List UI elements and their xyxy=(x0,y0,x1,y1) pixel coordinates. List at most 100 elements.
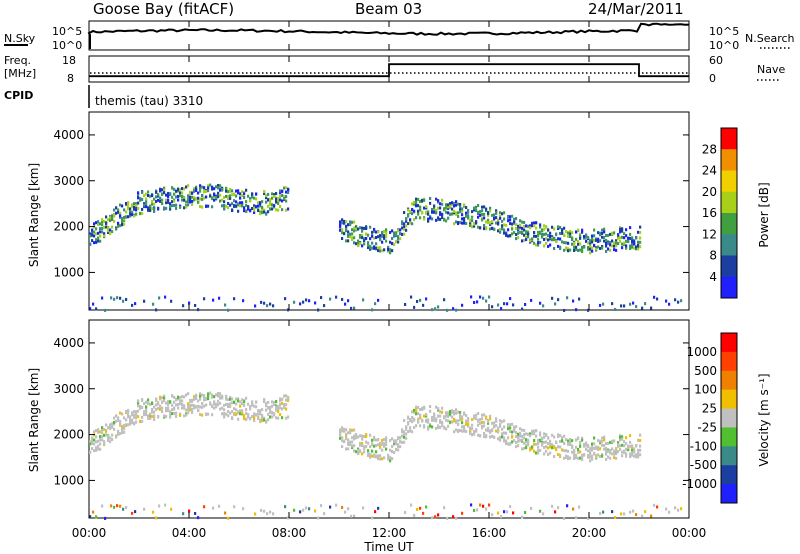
velocity-cell xyxy=(187,402,190,406)
velocity-cell xyxy=(383,438,386,442)
power-cell xyxy=(235,189,238,193)
power-cell xyxy=(103,220,106,224)
velocity-cell xyxy=(141,415,144,419)
power-cell xyxy=(557,244,560,248)
velocity-cell xyxy=(447,414,450,418)
velocity-cell xyxy=(445,414,448,418)
power-cell xyxy=(499,211,502,215)
power-cell xyxy=(137,193,140,197)
power-cell xyxy=(447,206,450,210)
velocity-cell xyxy=(525,432,528,436)
velocity-cell xyxy=(481,424,484,428)
power-cell xyxy=(293,300,296,304)
power-cell xyxy=(471,225,474,229)
velocity-cell xyxy=(527,432,530,436)
power-cell xyxy=(195,188,198,192)
power-cell xyxy=(341,297,344,301)
velocity-cell xyxy=(421,419,424,423)
power-cell xyxy=(223,200,226,204)
power-cell xyxy=(541,235,544,239)
power-cell xyxy=(263,210,266,214)
power-cell xyxy=(267,204,270,208)
power-cell xyxy=(99,239,102,243)
power-cell xyxy=(483,212,486,216)
velocity-cell xyxy=(183,395,186,399)
power-cell xyxy=(545,237,548,241)
power-cell xyxy=(587,308,590,312)
velocity-cell xyxy=(227,414,230,418)
velocity-cell xyxy=(227,516,230,520)
power-cell xyxy=(217,183,220,187)
power-cell xyxy=(131,205,134,209)
power-cell xyxy=(431,208,434,212)
power-cell xyxy=(353,229,356,233)
velocity-cell xyxy=(363,447,366,451)
power-cell xyxy=(339,228,342,232)
velocity-cell xyxy=(175,411,178,415)
power-cell xyxy=(607,241,610,245)
power-cell xyxy=(203,297,206,301)
power-cell xyxy=(199,184,202,188)
velocity-cell xyxy=(251,414,254,418)
velocity-cell xyxy=(361,444,364,448)
colorbar-tick-label: 8 xyxy=(709,249,717,263)
nsearch-tick-bottom: 10^0 xyxy=(709,39,739,52)
power-cell xyxy=(93,241,96,245)
velocity-cell xyxy=(91,447,94,451)
power-cell xyxy=(603,239,606,243)
velocity-cell xyxy=(223,412,226,416)
velocity-cell xyxy=(515,441,518,445)
power-cell xyxy=(631,236,634,240)
power-cell xyxy=(563,308,566,312)
velocity-cell xyxy=(579,440,582,444)
power-cell xyxy=(225,204,228,208)
velocity-cell xyxy=(410,503,413,507)
power-cell xyxy=(265,211,268,215)
velocity-cell xyxy=(357,435,360,439)
velocity-cell xyxy=(359,441,362,445)
power-cell xyxy=(167,198,170,202)
power-cell xyxy=(547,244,550,248)
power-cell xyxy=(543,237,546,241)
velocity-cell xyxy=(285,403,288,407)
velocity-cell xyxy=(537,445,540,449)
velocity-cell xyxy=(269,408,272,412)
velocity-cell xyxy=(133,422,136,426)
velocity-cell xyxy=(415,405,418,409)
power-cell xyxy=(273,194,276,198)
velocity-cell xyxy=(459,428,462,432)
velocity-cell xyxy=(585,447,588,451)
power-cell xyxy=(113,214,116,218)
power-cell xyxy=(95,238,98,242)
power-cell xyxy=(461,303,464,307)
velocity-cell xyxy=(461,421,464,425)
velocity-cell xyxy=(623,512,626,516)
velocity-cell xyxy=(625,447,628,451)
power-cell xyxy=(101,220,104,224)
velocity-cell xyxy=(467,418,470,422)
velocity-cell xyxy=(565,449,568,453)
power-cell xyxy=(353,241,356,245)
power-cell xyxy=(215,196,218,200)
nsearch-tick-top: 10^5 xyxy=(709,25,739,38)
power-cell xyxy=(287,190,290,194)
power-cell xyxy=(569,232,572,236)
power-cell xyxy=(101,296,104,300)
power-cell xyxy=(527,235,530,239)
velocity-cell xyxy=(267,418,270,422)
power-cell xyxy=(567,241,570,245)
time-axis-label: Time UT xyxy=(363,540,414,554)
velocity-cell xyxy=(589,452,592,456)
velocity-cell xyxy=(123,423,126,427)
velocity-cell xyxy=(89,440,92,444)
power-cell xyxy=(427,212,430,216)
velocity-cell xyxy=(191,407,194,411)
velocity-cell xyxy=(275,405,278,409)
power-cell xyxy=(517,231,520,235)
power-cell xyxy=(171,186,174,190)
velocity-cell xyxy=(397,437,400,441)
colorbar-tick-label: -500 xyxy=(690,458,717,472)
velocity-cell xyxy=(167,406,170,410)
power-cell xyxy=(139,211,142,215)
